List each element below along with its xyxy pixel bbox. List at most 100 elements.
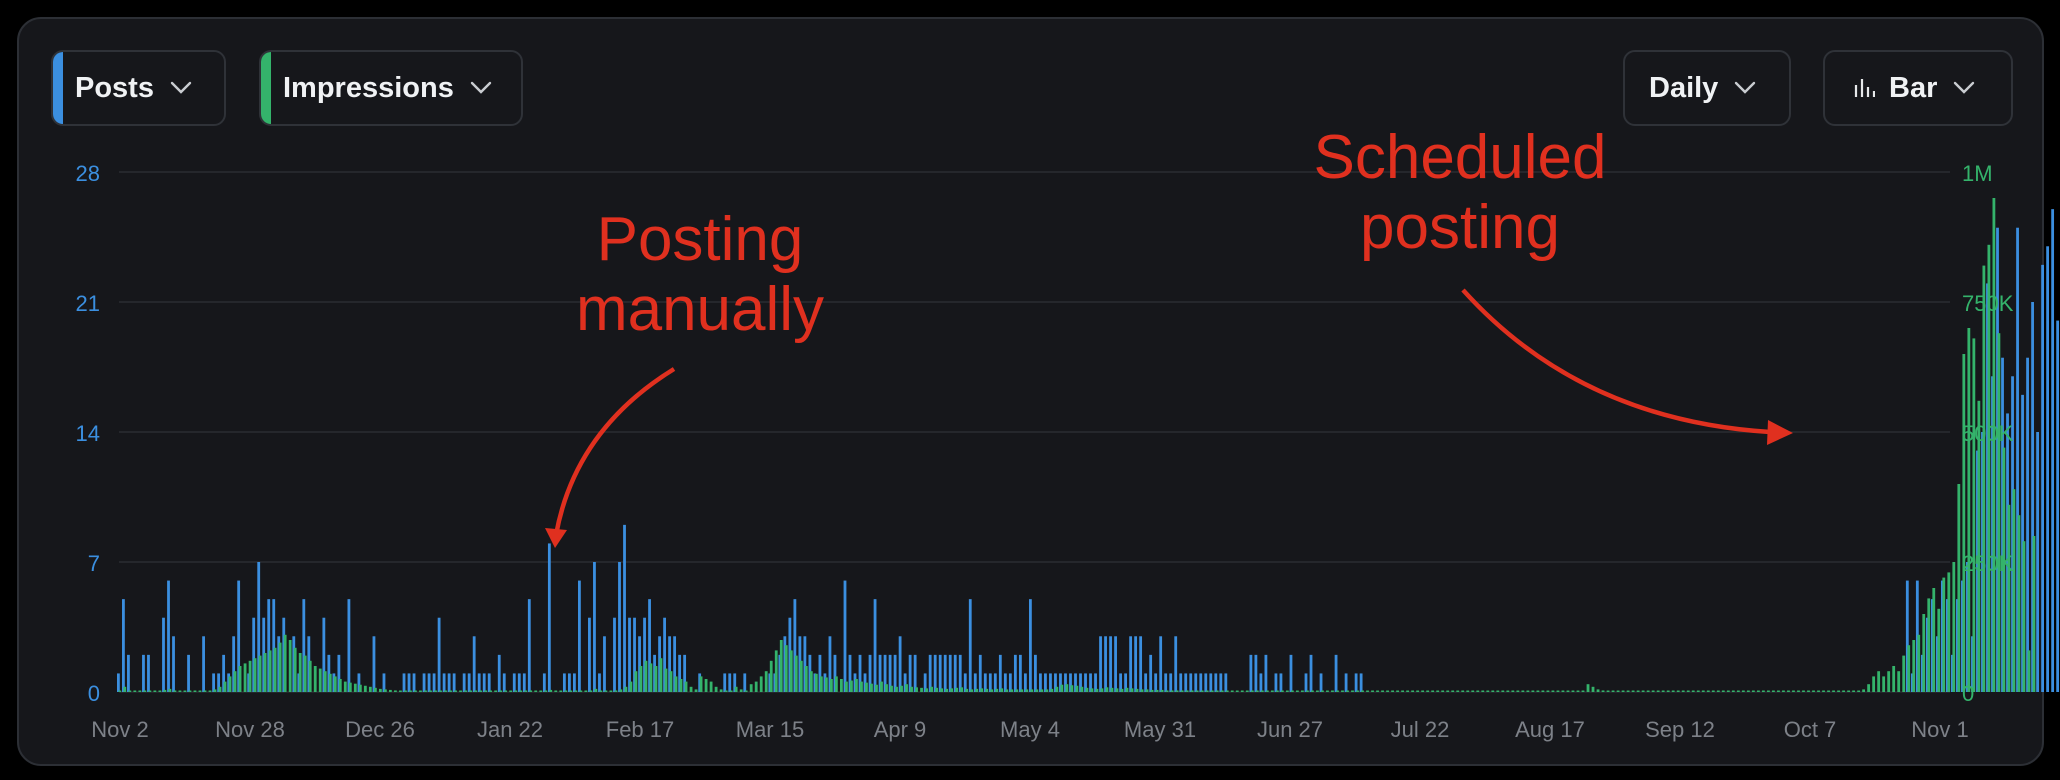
- posts-bar: [983, 673, 987, 692]
- posts-bar: [2016, 227, 2019, 692]
- impressions-bar: [960, 687, 964, 692]
- impressions-bar: [218, 686, 222, 692]
- x-tick-label: Sep 12: [1645, 717, 1715, 742]
- impressions-bar: [1506, 690, 1510, 692]
- impressions-bar: [639, 666, 643, 692]
- posts-bar: [1099, 636, 1102, 692]
- posts-bar: [1039, 673, 1042, 692]
- posts-bar: [828, 636, 832, 692]
- impressions-color-swatch: [261, 52, 271, 124]
- impressions-bar: [1872, 676, 1876, 692]
- impressions-bar: [654, 666, 658, 692]
- impressions-bar: [1767, 690, 1770, 692]
- impressions-metric-selector[interactable]: Impressions: [259, 50, 523, 126]
- impressions-bar: [1681, 690, 1685, 692]
- impressions-bar: [1300, 690, 1304, 692]
- impressions-bar: [258, 655, 262, 692]
- impressions-bar: [1711, 690, 1715, 692]
- impressions-bar: [363, 685, 367, 692]
- annotation-scheduled: Scheduled posting: [1275, 123, 1645, 263]
- impressions-bar: [1411, 690, 1415, 692]
- left-axis-ticks: 0 7 14 21 28: [76, 161, 100, 706]
- impressions-bar: [1842, 690, 1845, 692]
- posts-bar: [522, 673, 526, 692]
- posts-metric-selector[interactable]: Posts: [51, 50, 226, 126]
- posts-bar: [1905, 580, 1909, 692]
- impressions-bar: [1997, 333, 2001, 692]
- impressions-bar: [1150, 689, 1154, 692]
- impressions-bar: [749, 684, 753, 692]
- impressions-bar: [2032, 536, 2036, 692]
- impressions-bar: [484, 690, 487, 692]
- posts-bar: [993, 673, 997, 692]
- impressions-bar: [704, 679, 708, 692]
- impressions-bar: [1396, 690, 1399, 692]
- impressions-bar: [1922, 614, 1926, 692]
- posts-bar: [923, 673, 927, 692]
- impressions-bar: [409, 690, 412, 692]
- posts-bar: [1069, 673, 1072, 692]
- impressions-bar: [719, 689, 723, 692]
- impressions-bar: [829, 679, 833, 692]
- impressions-bar: [1516, 690, 1520, 692]
- posts-bar: [1344, 673, 1348, 692]
- posts-bar: [743, 673, 747, 692]
- posts-bar: [127, 654, 130, 692]
- impressions-bar: [885, 684, 888, 692]
- impressions-bar: [1010, 689, 1014, 692]
- posts-bar: [978, 654, 982, 692]
- impressions-bar: [1917, 634, 1921, 692]
- impressions-bar: [1877, 671, 1881, 692]
- impressions-bar: [930, 686, 933, 692]
- impressions-bar: [1947, 572, 1951, 692]
- posts-bar: [633, 617, 636, 692]
- interval-selector[interactable]: Daily: [1623, 50, 1791, 126]
- impressions-bar: [1210, 690, 1214, 692]
- posts-bar: [1104, 636, 1107, 692]
- impressions-bar: [1952, 562, 1956, 692]
- impressions-bar: [519, 690, 523, 692]
- posts-bar: [1164, 673, 1168, 692]
- posts-bar: [497, 654, 501, 692]
- posts-bar: [487, 673, 491, 692]
- impressions-bar: [584, 690, 588, 692]
- impressions-bar: [905, 684, 908, 692]
- impressions-bar: [985, 688, 989, 692]
- impressions-bar: [1621, 690, 1625, 692]
- posts-bar: [683, 654, 687, 692]
- impressions-bar: [1591, 686, 1595, 692]
- impressions-bar: [794, 655, 798, 692]
- impressions-bar: [1721, 690, 1725, 692]
- posts-bar: [222, 654, 226, 692]
- impressions-bar: [694, 689, 698, 692]
- impressions-bar: [1772, 690, 1775, 692]
- impressions-bar: [328, 673, 332, 692]
- impressions-bar: [1305, 690, 1309, 692]
- impressions-bar: [1205, 690, 1209, 692]
- impressions-bar: [1887, 671, 1891, 692]
- impressions-bar: [880, 681, 883, 692]
- impressions-bar: [524, 690, 528, 692]
- impressions-bar: [965, 688, 969, 692]
- bar-chart-icon: [1854, 79, 1875, 97]
- chart-type-selector[interactable]: Bar: [1823, 50, 2013, 126]
- posts-bar: [968, 599, 972, 692]
- impressions-bar: [1616, 690, 1620, 692]
- impressions-bar: [1666, 690, 1670, 692]
- impressions-bar: [278, 642, 282, 692]
- posts-bar: [1018, 654, 1022, 692]
- impressions-bar: [870, 683, 873, 692]
- posts-bar: [332, 673, 336, 692]
- impressions-bar: [1661, 690, 1665, 692]
- posts-bar: [202, 636, 205, 692]
- impressions-bar: [263, 653, 267, 692]
- impressions-bar: [1651, 690, 1655, 692]
- impressions-bar: [1656, 690, 1660, 692]
- impressions-bar: [333, 676, 337, 692]
- posts-bar: [447, 673, 451, 692]
- impressions-bar: [223, 681, 227, 692]
- impressions-bar: [559, 690, 563, 692]
- impressions-bar: [1225, 690, 1229, 692]
- posts-bar: [678, 654, 682, 692]
